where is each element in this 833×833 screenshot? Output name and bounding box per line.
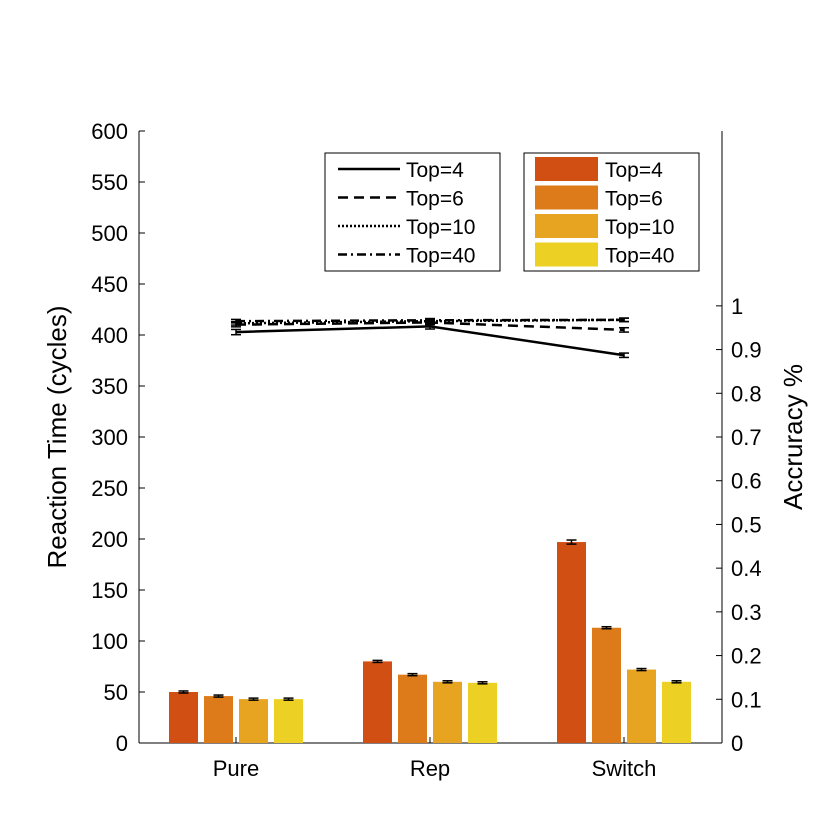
bar (468, 682, 497, 743)
y-tick-label: 400 (91, 323, 128, 348)
bar-legend-swatch (535, 242, 598, 267)
axes: 0 50 100 150 200 250 300 350 400 450 500 550 600 0 0.1… (91, 119, 761, 781)
line-marks (231, 317, 629, 359)
y-tick-label: 300 (91, 425, 128, 450)
y2-tick-label: 0.7 (731, 425, 762, 450)
y2-tick-label: 0.9 (731, 338, 762, 363)
bar (274, 699, 303, 743)
y-tick-label: 600 (91, 119, 128, 144)
bar-legend-swatch (535, 214, 598, 238)
x-tick-label: Pure (213, 756, 259, 781)
y2-tick-label: 0.6 (731, 469, 762, 494)
line-legend: Top=4 Top=6 Top=10 Top=40 (324, 152, 501, 272)
y2-tick-label: 0.8 (731, 381, 762, 406)
line-legend-label: Top=40 (406, 245, 475, 268)
bar-legend-label: Top=4 (605, 159, 663, 182)
bar (662, 681, 691, 743)
y2-tick-label: 0.2 (731, 644, 762, 669)
bar (239, 699, 268, 743)
y-tick-label: 150 (91, 578, 128, 603)
bar (557, 542, 586, 743)
bar-legend-label: Top=10 (605, 216, 674, 239)
accuracy-line (235, 325, 625, 357)
bar-legend-label: Top=6 (605, 188, 663, 211)
y2-tick-label: 0 (731, 731, 743, 756)
line-legend-label: Top=10 (406, 216, 475, 239)
bar (627, 669, 656, 743)
x-tick-label: Rep (410, 756, 450, 781)
x-tick-label: Switch (592, 756, 657, 781)
accuracy-line (235, 318, 625, 325)
bar-legend-swatch (535, 185, 598, 210)
bar-legend-swatch (535, 157, 598, 181)
line-legend-label: Top=6 (406, 188, 464, 211)
y2-tick-label: 0.5 (731, 512, 762, 537)
y-tick-label: 50 (104, 680, 128, 705)
bar-marks (169, 539, 691, 743)
y2-tick-label: 1 (731, 294, 743, 319)
bar (592, 627, 621, 743)
y-tick-label: 200 (91, 527, 128, 552)
y-tick-label: 450 (91, 272, 128, 297)
bar-legend: Top=4 Top=6 Top=10 Top=40 (523, 152, 700, 272)
y-tick-label: 0 (116, 731, 128, 756)
y-tick-label: 550 (91, 170, 128, 195)
bar (204, 696, 233, 743)
bar (433, 681, 462, 743)
line-legend-label: Top=4 (406, 159, 464, 182)
y2-tick-label: 0.1 (731, 687, 762, 712)
y2-axis-title: Accruracy % (778, 364, 808, 510)
bar (363, 661, 392, 743)
y-tick-label: 500 (91, 221, 128, 246)
y-tick-label: 100 (91, 629, 128, 654)
bar (398, 674, 427, 743)
y-tick-label: 250 (91, 476, 128, 501)
y2-tick-label: 0.4 (731, 556, 762, 581)
line-legend-box (324, 152, 501, 272)
bar (169, 692, 198, 743)
y-axis-title: Reaction Time (cycles) (42, 306, 72, 569)
bar-legend-label: Top=40 (605, 245, 674, 268)
y2-tick-label: 0.3 (731, 600, 762, 625)
y-tick-label: 350 (91, 374, 128, 399)
